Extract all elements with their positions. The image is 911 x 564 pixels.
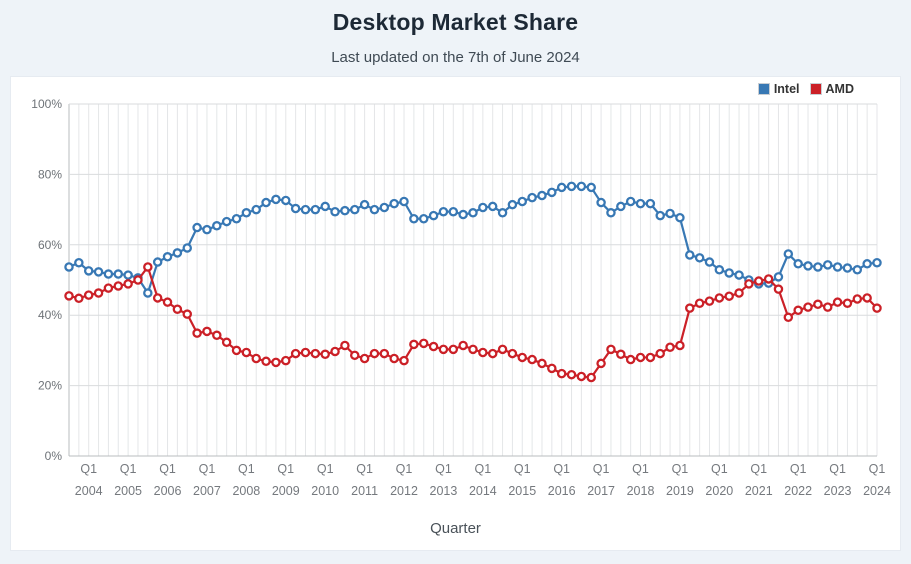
- svg-text:Q1: Q1: [672, 462, 689, 476]
- svg-text:2015: 2015: [508, 484, 536, 498]
- svg-text:Q1: Q1: [159, 462, 176, 476]
- svg-text:2020: 2020: [705, 484, 733, 498]
- svg-text:Q1: Q1: [553, 462, 570, 476]
- svg-text:2019: 2019: [666, 484, 694, 498]
- svg-text:2004: 2004: [75, 484, 103, 498]
- legend-label-amd: AMD: [825, 82, 854, 96]
- svg-text:2010: 2010: [311, 484, 339, 498]
- chart-card: Intel AMD 0% 20% 40% 60% 80% 100% Q1 2004 Q1 2005…: [10, 76, 901, 551]
- svg-text:20%: 20%: [38, 379, 62, 393]
- svg-text:Q1: Q1: [593, 462, 610, 476]
- svg-text:2024: 2024: [863, 484, 891, 498]
- svg-text:Q1: Q1: [396, 462, 413, 476]
- x-axis-title: Quarter: [430, 520, 481, 537]
- svg-text:Q1: Q1: [790, 462, 807, 476]
- svg-text:2014: 2014: [469, 484, 497, 498]
- svg-text:2012: 2012: [390, 484, 418, 498]
- svg-text:Q1: Q1: [277, 462, 294, 476]
- legend-item-amd[interactable]: AMD: [809, 82, 854, 96]
- svg-text:Q1: Q1: [475, 462, 492, 476]
- page-title: Desktop Market Share: [332, 9, 579, 35]
- svg-text:Q1: Q1: [356, 462, 373, 476]
- svg-text:Q1: Q1: [750, 462, 767, 476]
- svg-text:2021: 2021: [745, 484, 773, 498]
- svg-text:2023: 2023: [824, 484, 852, 498]
- svg-text:2011: 2011: [351, 484, 378, 498]
- page-header: Desktop Market Share Last updated on the…: [0, 0, 911, 66]
- legend-label-intel: Intel: [773, 82, 800, 96]
- svg-text:Q1: Q1: [514, 462, 531, 476]
- svg-text:Q1: Q1: [711, 462, 728, 476]
- svg-text:2005: 2005: [114, 484, 142, 498]
- svg-text:2022: 2022: [784, 484, 812, 498]
- chart-legend: Intel AMD: [757, 82, 854, 96]
- svg-text:Q1: Q1: [869, 462, 886, 476]
- svg-text:Q1: Q1: [80, 462, 97, 476]
- svg-text:Q1: Q1: [632, 462, 649, 476]
- svg-text:60%: 60%: [38, 238, 62, 252]
- svg-text:Q1: Q1: [829, 462, 846, 476]
- svg-text:2016: 2016: [548, 484, 576, 498]
- svg-text:100%: 100%: [31, 97, 62, 111]
- svg-text:2008: 2008: [232, 484, 260, 498]
- svg-text:2018: 2018: [627, 484, 655, 498]
- page-subtitle: Last updated on the 7th of June 2024: [331, 49, 580, 66]
- svg-text:Q1: Q1: [435, 462, 452, 476]
- svg-text:Q1: Q1: [238, 462, 255, 476]
- svg-text:80%: 80%: [38, 167, 62, 181]
- intel-series-swatch-icon: [757, 83, 770, 95]
- svg-text:40%: 40%: [38, 308, 62, 322]
- svg-text:0%: 0%: [45, 449, 63, 463]
- svg-text:Q1: Q1: [120, 462, 137, 476]
- svg-text:Q1: Q1: [317, 462, 334, 476]
- legend-item-intel[interactable]: Intel: [757, 82, 800, 96]
- svg-text:2006: 2006: [154, 484, 182, 498]
- market-share-line-chart: 0% 20% 40% 60% 80% 100% Q1 2004 Q1 2005 Q1 2006 Q1 20…: [31, 97, 891, 498]
- svg-text:2007: 2007: [193, 484, 221, 498]
- svg-text:2013: 2013: [430, 484, 458, 498]
- amd-series-swatch-icon: [809, 83, 822, 95]
- svg-text:2017: 2017: [587, 484, 615, 498]
- svg-text:Q1: Q1: [199, 462, 216, 476]
- svg-text:2009: 2009: [272, 484, 300, 498]
